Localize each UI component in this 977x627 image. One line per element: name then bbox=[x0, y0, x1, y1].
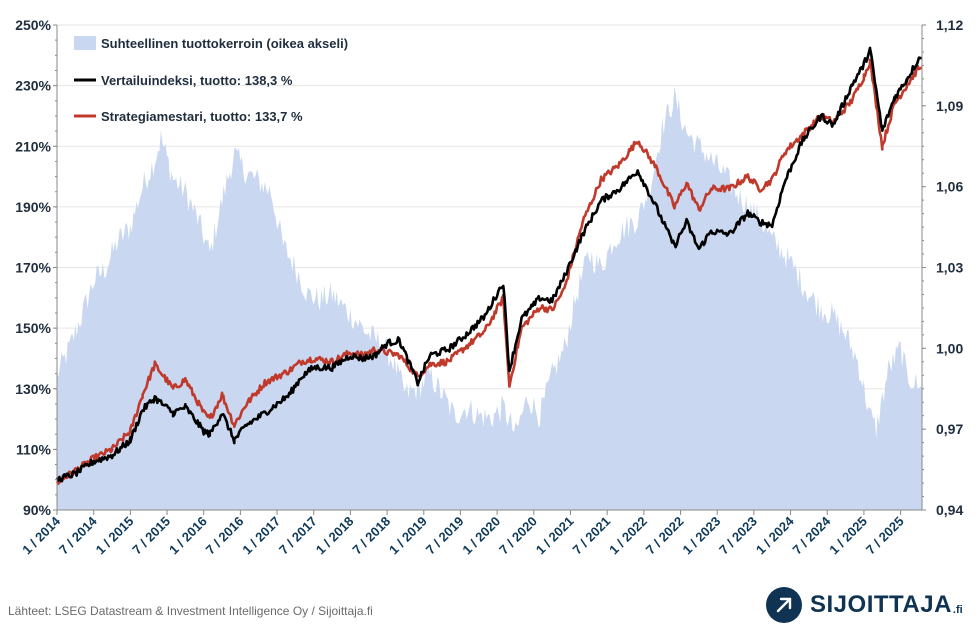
legend-swatch-area bbox=[74, 36, 96, 50]
y-left-tick-label: 110% bbox=[16, 441, 52, 457]
source-note: Lähteet: LSEG Datastream & Investment In… bbox=[8, 604, 373, 618]
y-right-tick-label: 1,03 bbox=[936, 260, 963, 276]
y-left-tick-label: 210% bbox=[15, 138, 51, 154]
series-line-vertailuindeksi bbox=[55, 46, 923, 483]
x-tick-label: 7 / 2022 bbox=[643, 514, 687, 558]
legend-label-area: Suhteellinen tuottokerroin (oikea akseli… bbox=[101, 36, 348, 51]
x-tick-label: 7 / 2019 bbox=[423, 514, 467, 558]
brand-name: SIJOITTAJA bbox=[810, 591, 952, 618]
y-left-tick-label: 170% bbox=[15, 260, 51, 276]
y-right-tick-label: 0,97 bbox=[936, 421, 963, 437]
y-left-tick-label: 190% bbox=[15, 199, 51, 215]
x-tick-label: 7 / 2025 bbox=[863, 514, 907, 558]
area-series bbox=[57, 86, 922, 511]
brand-logo: SIJOITTAJA .fi bbox=[766, 585, 963, 625]
x-tick-label: 7 / 2014 bbox=[56, 513, 100, 557]
x-tick-label: 1 / 2023 bbox=[679, 514, 723, 558]
y-right-tick-label: 1,09 bbox=[936, 98, 963, 114]
right-axis-ticks: 0,94 0,97 1,00 1,03 1,06 1,09 1,12 bbox=[922, 17, 963, 518]
line-series bbox=[55, 46, 923, 485]
y-left-tick-label: 150% bbox=[15, 320, 51, 336]
x-tick-label: 1 / 2015 bbox=[93, 514, 137, 558]
series-line-strategiamestari bbox=[55, 58, 923, 485]
x-tick-label: 7 / 2016 bbox=[203, 514, 247, 558]
legend-label-vertailuindeksi: Vertailuindeksi, tuotto: 138,3 % bbox=[101, 73, 293, 88]
area-0 bbox=[57, 86, 922, 511]
brand-suffix: .fi bbox=[952, 604, 963, 616]
x-tick-label: 7 / 2015 bbox=[129, 514, 173, 558]
y-left-tick-label: 130% bbox=[15, 381, 51, 397]
x-tick-label: 7 / 2017 bbox=[276, 514, 320, 558]
y-right-tick-label: 0,94 bbox=[936, 502, 963, 518]
x-tick-label: 1 / 2021 bbox=[533, 514, 577, 558]
arrow-icon bbox=[766, 587, 802, 623]
x-tick-label: 7 / 2020 bbox=[496, 514, 540, 558]
x-tick-label: 1 / 2019 bbox=[386, 514, 430, 558]
y-left-tick-label: 230% bbox=[15, 78, 51, 94]
y-right-tick-label: 1,06 bbox=[936, 179, 963, 195]
x-tick-label: 1 / 2018 bbox=[313, 514, 357, 558]
x-tick-label: 7 / 2021 bbox=[569, 514, 613, 558]
x-tick-label: 1 / 2020 bbox=[459, 514, 503, 558]
y-left-tick-label: 90% bbox=[23, 502, 52, 518]
x-tick-label: 1 / 2025 bbox=[826, 514, 870, 558]
y-right-tick-label: 1,00 bbox=[936, 340, 963, 356]
legend: Suhteellinen tuottokerroin (oikea akseli… bbox=[74, 36, 348, 124]
x-tick-label: 1 / 2024 bbox=[753, 513, 797, 557]
left-axis-ticks: 90% 110% 130% 150% 170% 190% 210% 230% 250% bbox=[15, 17, 57, 518]
x-tick-label: 7 / 2018 bbox=[349, 514, 393, 558]
chart: 90% 110% 130% 150% 170% 190% 210% 230% 250% 0,94… bbox=[15, 17, 963, 558]
x-tick-label: 1 / 2022 bbox=[606, 514, 650, 558]
x-tick-label: 1 / 2016 bbox=[166, 514, 210, 558]
legend-label-strategiamestari: Strategiamestari, tuotto: 133,7 % bbox=[101, 109, 303, 124]
x-tick-label: 1 / 2014 bbox=[19, 513, 63, 557]
x-tick-label: 7 / 2024 bbox=[790, 513, 834, 557]
x-tick-label: 1 / 2017 bbox=[239, 514, 283, 558]
y-right-tick-label: 1,12 bbox=[936, 17, 963, 33]
y-left-tick-label: 250% bbox=[15, 17, 51, 33]
x-tick-label: 7 / 2023 bbox=[716, 514, 760, 558]
